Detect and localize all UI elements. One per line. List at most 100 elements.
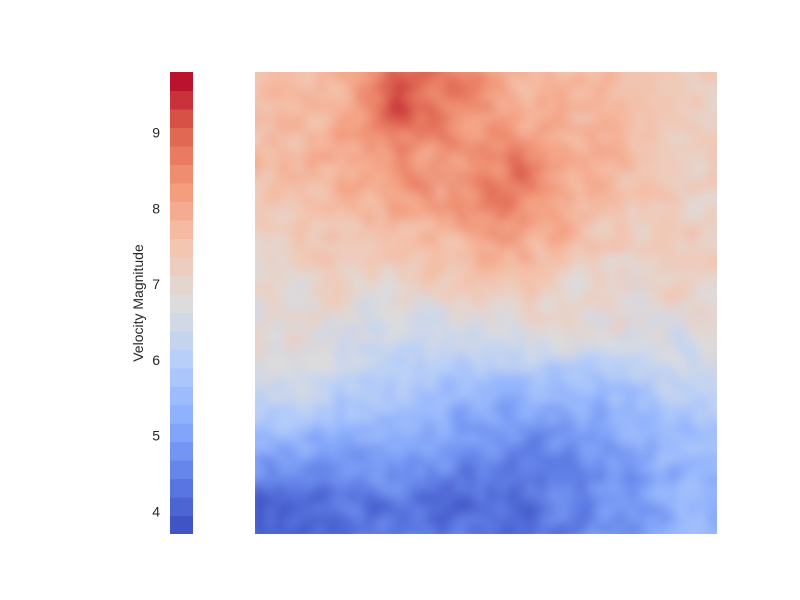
heatmap-cell (445, 262, 457, 274)
heatmap-cell (656, 393, 668, 405)
heatmap-cell (526, 282, 538, 294)
heatmap-cell (265, 282, 276, 294)
heatmap-cell (506, 162, 517, 174)
heatmap-cell (556, 343, 568, 355)
heatmap-cell (265, 363, 276, 375)
heatmap-cell (646, 473, 658, 485)
heatmap-cell (626, 433, 638, 445)
heatmap-cell (305, 353, 317, 365)
heatmap-cell (455, 282, 467, 294)
heatmap-cell (265, 172, 276, 184)
heatmap-cell (526, 152, 538, 164)
heatmap-cell (626, 403, 638, 415)
heatmap-cell (305, 473, 317, 485)
heatmap-cell (686, 463, 698, 475)
heatmap-cell (445, 503, 457, 515)
heatmap-cell (506, 413, 517, 425)
heatmap-cell (295, 132, 307, 144)
heatmap-cell (445, 313, 457, 324)
heatmap-cell (365, 313, 377, 324)
heatmap-cell (325, 333, 337, 344)
heatmap-cell (455, 222, 467, 234)
heatmap-cell (676, 363, 688, 375)
heatmap-cell (455, 313, 467, 324)
heatmap-cell (375, 473, 387, 485)
heatmap-cell (365, 272, 377, 284)
heatmap-cell (646, 343, 658, 355)
heatmap-cell (455, 303, 467, 314)
heatmap-cell (536, 222, 548, 234)
heatmap-cell (546, 453, 558, 465)
heatmap-cell (325, 323, 337, 334)
heatmap-cell (526, 534, 537, 545)
heatmap-cell (415, 152, 427, 164)
heatmap-cell (285, 162, 296, 174)
heatmap-cell (416, 534, 427, 545)
heatmap-cell (465, 413, 477, 425)
heatmap-cell (385, 423, 397, 435)
heatmap-cell (616, 353, 628, 365)
heatmap-cell (536, 363, 548, 375)
heatmap-cell (395, 172, 407, 184)
heatmap-cell (706, 443, 717, 455)
heatmap-cell (717, 504, 728, 515)
heatmap-cell (325, 122, 337, 134)
heatmap-cell (706, 523, 717, 534)
heatmap-cell (696, 433, 708, 445)
heatmap-cell (345, 152, 357, 164)
heatmap-cell (255, 513, 256, 525)
heatmap-cell (516, 383, 527, 395)
heatmap-cell (486, 483, 497, 495)
heatmap-cell (626, 282, 638, 294)
heatmap-cell (576, 82, 588, 93)
heatmap-cell (706, 242, 717, 254)
heatmap-cell (355, 192, 367, 204)
heatmap-cell (405, 102, 417, 113)
heatmap-cell (636, 493, 648, 505)
heatmap-cell (345, 172, 357, 184)
heatmap-cell (405, 112, 417, 124)
heatmap-cell (415, 393, 427, 405)
heatmap-cell (295, 122, 307, 134)
heatmap-cell (475, 423, 487, 435)
heatmap-cell (305, 323, 317, 334)
heatmap-cell (576, 333, 588, 344)
heatmap-cell (255, 122, 256, 134)
heatmap-cell (696, 503, 708, 515)
heatmap-cell (285, 272, 296, 284)
heatmap-cell (676, 82, 688, 93)
heatmap-cell (536, 463, 548, 475)
heatmap-cell (536, 303, 548, 314)
heatmap-cell (345, 403, 357, 415)
heatmap-cell (375, 313, 387, 324)
heatmap-cell (676, 72, 688, 73)
heatmap-cell (686, 112, 698, 124)
heatmap-cell (425, 82, 437, 93)
heatmap-cell (526, 92, 538, 103)
heatmap-cell (395, 282, 407, 294)
heatmap-cell (626, 112, 638, 124)
heatmap-cell (576, 192, 588, 204)
heatmap-cell (626, 292, 638, 304)
heatmap-cell (496, 172, 507, 184)
heatmap-cell (706, 202, 717, 214)
heatmap-cell (596, 172, 608, 184)
heatmap-cell (686, 503, 698, 515)
heatmap-cell (666, 182, 678, 194)
heatmap-cell (546, 393, 558, 405)
heatmap-cell (435, 513, 447, 525)
heatmap-cell (626, 212, 638, 224)
heatmap-cell (566, 202, 578, 214)
heatmap-cell (596, 222, 608, 234)
heatmap-cell (516, 82, 527, 93)
heatmap-cell (556, 473, 568, 485)
heatmap-cell (546, 72, 558, 83)
heatmap-cell (305, 82, 317, 93)
heatmap-cell (445, 82, 457, 93)
heatmap-cell (536, 132, 548, 144)
heatmap-cell (435, 363, 447, 375)
heatmap-cell (465, 363, 477, 375)
heatmap-cell (546, 212, 558, 224)
heatmap-cell (616, 222, 628, 234)
heatmap-cell (385, 72, 397, 83)
